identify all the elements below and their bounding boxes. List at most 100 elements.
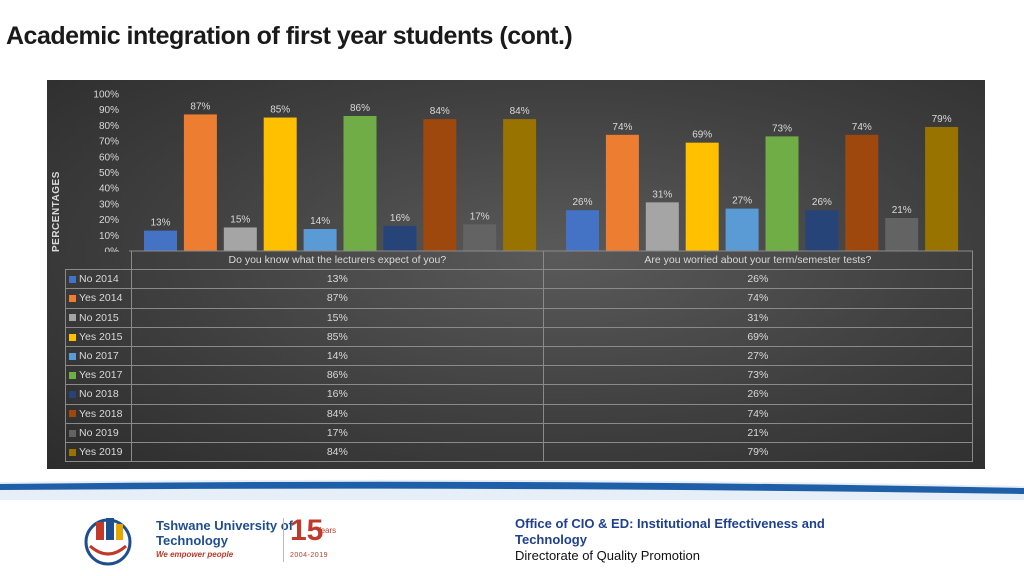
data-label: 87% <box>190 101 210 112</box>
legend-label: Yes 2019 <box>79 445 123 458</box>
legend-swatch <box>69 429 76 437</box>
bar-yes-2017-cat-0 <box>343 115 377 251</box>
table-cell: 13% <box>131 269 544 290</box>
legend-swatch <box>69 295 76 303</box>
legend-entry: No 2015 <box>65 307 132 328</box>
bar-no-2018-cat-1 <box>805 210 839 251</box>
table-cell: 31% <box>542 307 974 328</box>
logo-separator <box>283 518 284 562</box>
data-label: 17% <box>470 211 490 222</box>
data-label: 13% <box>150 218 170 229</box>
table-row: No 2017 14% 27% <box>65 345 974 367</box>
bar-no-2017-cat-0 <box>303 229 337 251</box>
bar-yes-2019-cat-0 <box>503 119 537 251</box>
data-label: 26% <box>812 197 832 208</box>
legend-swatch <box>69 448 76 456</box>
data-label: 15% <box>230 214 250 225</box>
table-row: Yes 2014 87% 74% <box>65 288 974 309</box>
bar-yes-2018-cat-0 <box>423 119 457 251</box>
legend-entry: No 2018 <box>65 384 132 405</box>
legend-entry: Yes 2017 <box>65 365 132 386</box>
bar-no-2015-cat-1 <box>645 202 679 251</box>
legend-entry: Yes 2014 <box>65 288 132 309</box>
bar-no-2014-cat-0 <box>144 230 177 251</box>
table-cell: 14% <box>131 345 544 367</box>
table-cell: 74% <box>542 403 974 424</box>
legend-label: No 2018 <box>79 388 119 401</box>
data-table: Do you know what the lecturers expect of… <box>65 251 974 463</box>
legend-entry: No 2017 <box>65 345 132 367</box>
table-cell: 21% <box>542 422 974 443</box>
table-cell: 69% <box>542 326 974 347</box>
data-label: 86% <box>350 103 370 114</box>
y-tick-label: 60% <box>99 152 119 163</box>
legend-label: No 2017 <box>79 350 119 363</box>
legend-swatch <box>69 352 76 360</box>
y-tick-label: 0% <box>105 247 120 253</box>
footer-info: Office of CIO & ED: Institutional Effect… <box>515 516 895 564</box>
anniversary-number: 15 <box>290 514 324 547</box>
table-cell: 26% <box>542 269 974 290</box>
data-label: 27% <box>732 196 752 207</box>
data-label: 79% <box>932 114 952 125</box>
table-cell: 84% <box>131 441 544 463</box>
legend-label: Yes 2018 <box>79 407 123 420</box>
table-cell: 27% <box>542 345 974 367</box>
y-axis-label: PERCENTAGES <box>51 171 62 252</box>
legend-entry: No 2014 <box>65 269 132 290</box>
bar-no-2017-cat-1 <box>725 208 759 251</box>
table-row: Yes 2017 86% 73% <box>65 365 974 386</box>
table-row: No 2015 15% 31% <box>65 307 974 328</box>
data-label: 14% <box>310 216 330 227</box>
data-label: 74% <box>612 122 632 133</box>
bar-yes-2018-cat-1 <box>845 134 879 251</box>
table-cell: 15% <box>131 307 544 328</box>
data-label: 84% <box>430 106 450 117</box>
y-tick-label: 30% <box>99 199 119 210</box>
table-row: Yes 2019 84% 79% <box>65 441 974 463</box>
legend-label: No 2014 <box>79 273 119 286</box>
table-header-cat-1: Are you worried about your term/semester… <box>542 251 974 271</box>
table-row: No 2019 17% 21% <box>65 422 974 443</box>
bar-no-2019-cat-0 <box>463 224 497 251</box>
anniversary-span: 2004-2019 <box>290 552 328 559</box>
table-row: No 2018 16% 26% <box>65 384 974 405</box>
bar-yes-2015-cat-0 <box>263 117 297 251</box>
legend-label: Yes 2017 <box>79 369 123 382</box>
table-cell: 87% <box>131 288 544 309</box>
legend-label: Yes 2014 <box>79 292 123 305</box>
university-logo: Tshwane University of Technology We empo… <box>78 512 348 568</box>
logo-tagline: We empower people <box>156 550 234 559</box>
y-tick-label: 50% <box>99 168 119 179</box>
legend-entry: Yes 2015 <box>65 326 132 347</box>
bar-no-2014-cat-1 <box>566 210 599 251</box>
y-tick-label: 70% <box>99 137 119 148</box>
data-label: 73% <box>772 123 792 134</box>
bar-yes-2019-cat-1 <box>925 126 959 251</box>
legend-swatch <box>69 410 76 418</box>
legend-swatch <box>69 333 76 341</box>
table-header-cat-0: Do you know what the lecturers expect of… <box>131 251 544 271</box>
data-label: 31% <box>652 189 672 200</box>
table-row: Yes 2015 85% 69% <box>65 326 974 347</box>
table-corner <box>66 251 132 270</box>
anniversary-unit: Years <box>316 526 337 535</box>
table-cell: 74% <box>542 288 974 309</box>
bar-no-2015-cat-0 <box>223 227 257 251</box>
logo-university-name: Tshwane University of Technology <box>156 518 294 548</box>
y-tick-label: 40% <box>99 184 119 195</box>
legend-label: Yes 2015 <box>79 330 123 343</box>
bar-yes-2014-cat-1 <box>605 134 639 251</box>
footer-wave <box>0 479 1024 500</box>
data-label: 16% <box>390 213 410 224</box>
bar-yes-2014-cat-0 <box>183 114 217 251</box>
table-cell: 73% <box>542 365 974 386</box>
slide-title: Academic integration of first year stude… <box>6 22 573 50</box>
y-tick-label: 20% <box>99 215 119 226</box>
legend-label: No 2015 <box>79 311 119 324</box>
bar-yes-2017-cat-1 <box>765 136 799 251</box>
legend-swatch <box>69 276 76 283</box>
bar-no-2018-cat-0 <box>383 225 417 251</box>
legend-entry: No 2019 <box>65 422 132 443</box>
office-name: Office of CIO & ED: Institutional Effect… <box>515 516 825 547</box>
